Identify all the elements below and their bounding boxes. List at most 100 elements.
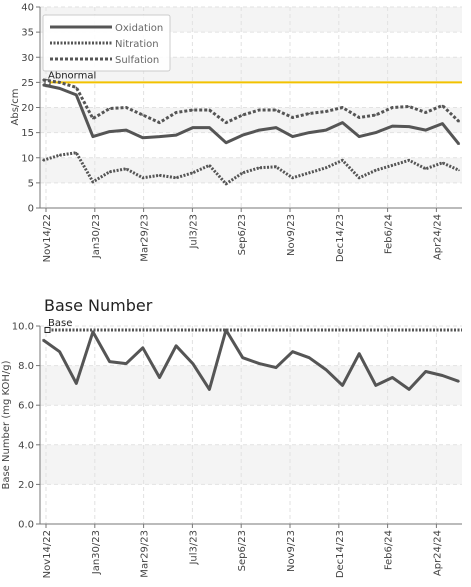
legend-label-sulfation: Sulfation bbox=[115, 55, 159, 66]
c2-data-point bbox=[391, 376, 394, 379]
c2-data-point bbox=[291, 350, 294, 353]
c2-data-point bbox=[325, 368, 327, 371]
c1-data-point bbox=[408, 105, 410, 108]
chart-base-number: Base 0.0 2.0 4.0 6.0 8.0 10.0 Nov14/22 Jan30/2… bbox=[1, 318, 462, 578]
c1-data-point bbox=[225, 141, 227, 144]
c1-data-point bbox=[424, 168, 427, 170]
c2-data-point bbox=[375, 384, 377, 387]
c1-data-point bbox=[125, 168, 127, 170]
c1-data-point bbox=[241, 134, 244, 136]
c1-band bbox=[40, 107, 462, 133]
c1-data-point bbox=[208, 126, 211, 129]
c1-data-point bbox=[192, 126, 194, 129]
c2-x-tick-label: Dec14/23 bbox=[335, 530, 346, 578]
c1-data-point bbox=[258, 129, 261, 131]
c1-data-point bbox=[441, 104, 444, 107]
c2-x-tick-label: Mar29/23 bbox=[140, 530, 151, 578]
c2-data-point bbox=[358, 352, 361, 355]
c1-series-line-oxidation bbox=[42, 83, 461, 146]
c1-data-point bbox=[108, 107, 111, 110]
c1-data-point bbox=[308, 112, 311, 115]
c1-y-tick-label: 20 bbox=[21, 103, 34, 114]
c1-data-point bbox=[408, 159, 410, 162]
c1-data-point bbox=[208, 109, 211, 111]
c1-data-point bbox=[208, 164, 211, 167]
c1-y-tick-label: 0 bbox=[28, 204, 34, 215]
c1-data-point bbox=[258, 167, 261, 169]
c1-data-point bbox=[341, 159, 344, 162]
c1-data-point bbox=[458, 120, 460, 123]
c2-data-point bbox=[175, 345, 177, 347]
c1-data-point bbox=[158, 174, 161, 177]
c1-data-point bbox=[225, 121, 227, 124]
c2-data-point bbox=[108, 360, 111, 363]
c2-y-tick-label: 6.0 bbox=[18, 401, 34, 412]
c2-series-line-value bbox=[42, 328, 460, 391]
c1-y-tick-label: 15 bbox=[21, 128, 34, 139]
c1-y-tick-label: 10 bbox=[21, 153, 34, 164]
chart-oil-analysis: Abnormal 0 5 10 15 20 25 30 35 40 Nov14/22 Jan30/… bbox=[10, 3, 462, 262]
c1-data-point bbox=[391, 106, 394, 109]
c2-data-point bbox=[75, 382, 78, 385]
c2-reference-marker bbox=[44, 326, 51, 333]
c1-data-point bbox=[358, 135, 361, 138]
c1-data-point bbox=[375, 169, 377, 172]
c1-data-point bbox=[158, 135, 161, 138]
c1-data-point bbox=[92, 181, 94, 183]
chart1-y-axis-label: Abs/cm bbox=[10, 88, 21, 125]
c1-data-point bbox=[275, 126, 277, 129]
c2-data-point bbox=[275, 366, 277, 369]
chart1-grid bbox=[39, 6, 462, 209]
c1-x-tick-label: Mar29/23 bbox=[140, 214, 151, 262]
c2-x-tick-label: Jan30/23 bbox=[91, 530, 102, 575]
c1-data-point bbox=[291, 177, 294, 179]
c2-data-point bbox=[225, 329, 227, 331]
c2-y-tick-label: 10.0 bbox=[12, 322, 34, 333]
chart2-y-ticks: 0.0 2.0 4.0 6.0 8.0 10.0 bbox=[12, 322, 40, 531]
chart2-x-ticks: Nov14/22 Jan30/23 Mar29/23 Jul3/23 Sep6/23 No… bbox=[42, 524, 443, 578]
c2-data-point bbox=[441, 374, 444, 377]
chart2-title: Base Number bbox=[44, 296, 153, 315]
c1-data-point bbox=[142, 114, 144, 116]
c1-data-point bbox=[391, 125, 394, 127]
c2-data-point bbox=[192, 362, 194, 365]
c1-data-point bbox=[308, 172, 311, 174]
c1-data-point bbox=[92, 135, 94, 138]
c1-x-tick-label: Nov14/22 bbox=[42, 214, 53, 262]
c2-data-point bbox=[158, 376, 161, 379]
c1-data-point bbox=[175, 134, 177, 136]
c1-data-point bbox=[291, 116, 294, 119]
c1-data-point bbox=[75, 151, 78, 154]
c1-data-point bbox=[108, 171, 111, 173]
c1-data-point bbox=[375, 114, 377, 116]
c1-data-point bbox=[42, 79, 44, 81]
c2-x-tick-label: Nov9/23 bbox=[286, 530, 297, 572]
c2-data-point bbox=[424, 370, 427, 373]
c1-data-point bbox=[192, 109, 194, 111]
c2-x-tick-label: Nov14/22 bbox=[42, 530, 53, 578]
c2-data-point bbox=[142, 347, 144, 349]
chart1-x-ticks: Nov14/22 Jan30/23 Mar29/23 Jul3/23 Sep6/23 No… bbox=[42, 208, 443, 262]
c1-x-tick-label: Jan30/23 bbox=[91, 214, 102, 259]
c1-x-tick-label: Dec14/23 bbox=[335, 214, 346, 262]
c1-data-point bbox=[58, 87, 61, 90]
c1-y-tick-label: 30 bbox=[21, 53, 34, 64]
c1-y-tick-label: 5 bbox=[28, 178, 34, 189]
c1-data-point bbox=[341, 121, 344, 124]
c1-data-point bbox=[42, 159, 44, 162]
c1-data-point bbox=[441, 162, 444, 164]
c1-data-point bbox=[75, 94, 78, 96]
c1-data-point bbox=[358, 116, 361, 119]
c2-reference-label: Base bbox=[48, 318, 72, 329]
c1-x-tick-label: Sep6/23 bbox=[237, 214, 248, 255]
c2-data-point bbox=[258, 362, 261, 365]
c2-y-tick-label: 4.0 bbox=[18, 440, 34, 451]
chart1-series bbox=[42, 78, 461, 186]
c1-data-point bbox=[291, 135, 294, 138]
c1-data-point bbox=[325, 167, 327, 169]
c1-data-point bbox=[458, 169, 460, 172]
c1-data-point bbox=[92, 117, 94, 120]
legend-label-nitration: Nitration bbox=[115, 39, 159, 50]
c2-data-point bbox=[208, 388, 211, 391]
chart2-series bbox=[42, 328, 460, 391]
